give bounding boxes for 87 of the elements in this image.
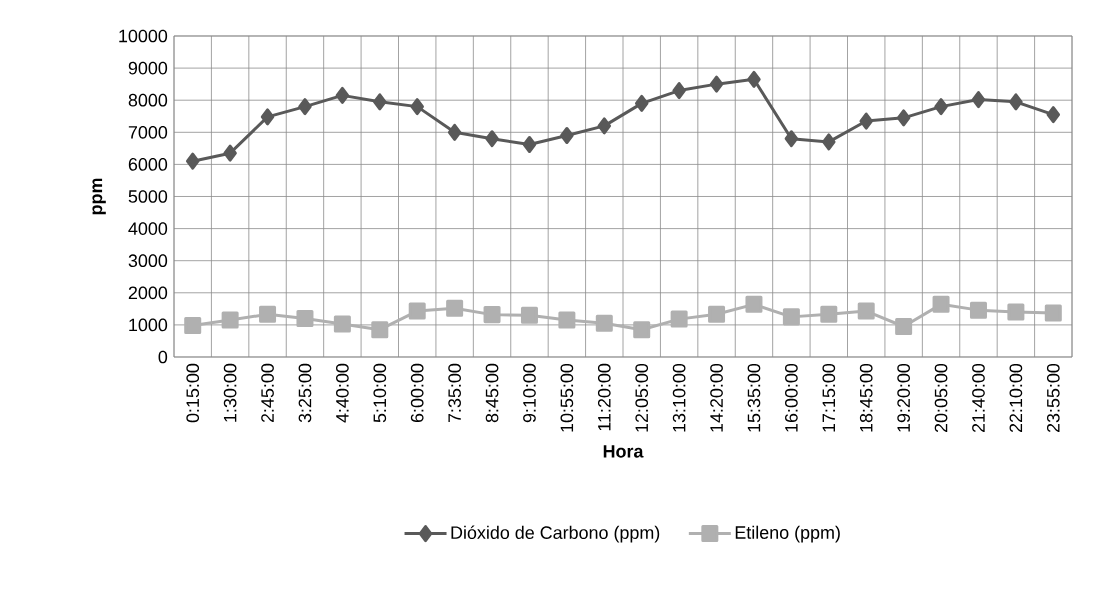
point bbox=[408, 302, 426, 320]
x-tick-label: 23:55:00 bbox=[1046, 363, 1060, 433]
point bbox=[447, 123, 462, 141]
x-tick-label: 10:55:00 bbox=[560, 363, 574, 432]
x-tick-label: 13:10:00 bbox=[672, 363, 686, 432]
x-tick-label: 0:15:00 bbox=[186, 363, 200, 423]
point bbox=[745, 295, 763, 313]
point bbox=[782, 308, 800, 326]
x-tick-label: 21:40:00 bbox=[972, 363, 985, 433]
point bbox=[1007, 303, 1025, 321]
x-tick-label: 18:45:00 bbox=[859, 363, 873, 432]
point bbox=[371, 321, 389, 339]
point bbox=[522, 136, 537, 153]
y-tick-label: 0 bbox=[158, 350, 168, 364]
point bbox=[260, 108, 275, 126]
point bbox=[296, 309, 314, 327]
point bbox=[895, 318, 913, 335]
point bbox=[971, 91, 986, 109]
point bbox=[708, 305, 726, 323]
x-tick-label: 16:00:00 bbox=[785, 363, 798, 432]
point bbox=[223, 144, 237, 162]
point bbox=[185, 152, 200, 170]
x-tick-label: 6:00:00 bbox=[410, 363, 424, 423]
point bbox=[410, 98, 424, 116]
y-tick-label: 5000 bbox=[128, 190, 168, 203]
y-tick-label: 7000 bbox=[128, 125, 168, 139]
y-axis-title: ppm bbox=[92, 178, 106, 215]
point bbox=[634, 94, 649, 112]
point bbox=[446, 299, 464, 317]
point bbox=[221, 311, 239, 329]
point bbox=[483, 306, 501, 324]
point bbox=[859, 112, 873, 130]
point bbox=[485, 130, 499, 148]
x-tick-label: 19:20:00 bbox=[897, 363, 910, 432]
y-tick-label: 8000 bbox=[128, 93, 168, 107]
x-tick-label: 11:20:00 bbox=[597, 363, 611, 431]
point bbox=[822, 133, 836, 151]
point bbox=[670, 310, 688, 328]
point bbox=[709, 75, 724, 93]
x-tick-label: 7:35:00 bbox=[448, 363, 461, 423]
legend-label: Dióxido de Carbono (ppm) bbox=[451, 525, 660, 543]
x-tick-label: 20:05:00 bbox=[934, 363, 948, 433]
y-tick-label: 1000 bbox=[129, 318, 168, 332]
point bbox=[520, 306, 538, 324]
y-tick-label: 6000 bbox=[128, 158, 168, 171]
point bbox=[633, 321, 651, 339]
x-tick-label: 1:30:00 bbox=[223, 363, 237, 422]
point bbox=[597, 117, 612, 135]
point bbox=[595, 314, 613, 332]
x-tick-label: 4:40:00 bbox=[336, 363, 349, 423]
point bbox=[896, 109, 911, 127]
point bbox=[184, 317, 202, 335]
point bbox=[335, 86, 350, 104]
point bbox=[857, 302, 875, 320]
point bbox=[333, 315, 351, 333]
point bbox=[969, 301, 987, 319]
point bbox=[1046, 106, 1061, 124]
x-tick-label: 2:45:00 bbox=[261, 363, 274, 423]
point bbox=[298, 98, 312, 116]
point bbox=[373, 93, 387, 111]
point bbox=[560, 127, 574, 145]
point bbox=[820, 305, 838, 323]
y-tick-label: 9000 bbox=[128, 61, 168, 75]
x-tick-label: 22:10:00 bbox=[1009, 363, 1023, 433]
x-tick-label: 9:10:00 bbox=[523, 363, 536, 423]
point bbox=[784, 130, 799, 148]
point bbox=[1044, 304, 1062, 322]
y-tick-label: 2000 bbox=[128, 286, 168, 300]
x-tick-label: 5:10:00 bbox=[373, 363, 387, 423]
point bbox=[1009, 93, 1023, 111]
x-axis-title: Hora bbox=[603, 445, 644, 458]
y-tick-label: 10000 bbox=[119, 29, 168, 43]
point bbox=[934, 98, 948, 116]
point bbox=[932, 295, 950, 313]
y-tick-label: 3000 bbox=[128, 254, 168, 268]
point bbox=[747, 70, 761, 88]
y-tick-label: 4000 bbox=[128, 222, 168, 235]
point bbox=[259, 305, 277, 323]
x-tick-label: 14:20:00 bbox=[710, 363, 723, 432]
x-tick-label: 17:15:00 bbox=[822, 363, 836, 432]
point bbox=[672, 82, 686, 100]
legend-label: Etileno (ppm) bbox=[735, 525, 840, 543]
x-tick-label: 15:35:00 bbox=[747, 363, 761, 432]
point bbox=[558, 311, 576, 329]
x-tick-label: 8:45:00 bbox=[485, 363, 499, 423]
x-tick-label: 12:05:00 bbox=[635, 363, 649, 432]
x-tick-label: 3:25:00 bbox=[298, 363, 312, 423]
